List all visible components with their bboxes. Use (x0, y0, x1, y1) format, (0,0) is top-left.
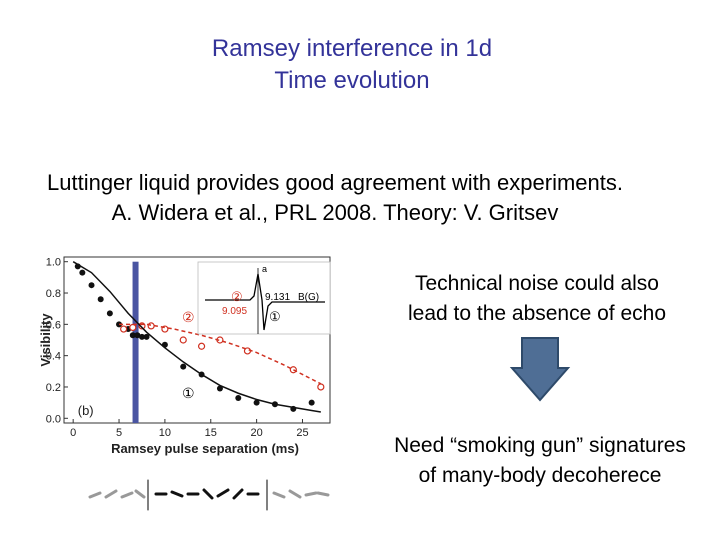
inset-label: 9.131 (265, 292, 290, 303)
inset-label: ② (231, 289, 243, 304)
fit-line (119, 323, 322, 385)
data-point (216, 385, 223, 392)
x-tick-label: 15 (205, 427, 217, 439)
x-tick-label: 20 (250, 427, 262, 439)
y-tick-label: 0.0 (46, 413, 61, 425)
y-tick-label: 0.4 (46, 351, 61, 363)
inset-label: ① (269, 309, 281, 324)
subtitle: Time evolution (274, 67, 429, 94)
data-point (138, 333, 145, 340)
fit-line (72, 261, 321, 413)
data-point (289, 366, 297, 374)
x-tick-label: 0 (70, 427, 76, 439)
inset-label: B(G) (298, 292, 319, 303)
data-point (120, 325, 128, 333)
data-point (79, 269, 86, 276)
y-axis-label: Visibility (38, 313, 53, 367)
highlight-bar (132, 261, 139, 423)
y-tick-label: 0.8 (46, 288, 61, 300)
x-axis-label: Ramsey pulse separation (ms) (111, 441, 299, 456)
inset-label: a (262, 264, 267, 274)
spin-row (88, 479, 330, 511)
down-arrow (509, 337, 571, 402)
y-tick-label: 0.6 (46, 319, 61, 331)
plot-marker: ② (182, 309, 195, 325)
body-line: A. Widera et al., PRL 2008. Theory: V. G… (112, 200, 559, 225)
data-point (134, 332, 141, 339)
data-point (197, 342, 206, 350)
data-point (308, 399, 315, 406)
data-point (143, 333, 150, 340)
body-line: Luttinger liquid provides good agreement… (47, 170, 623, 195)
data-point (106, 310, 113, 317)
x-tick-label: 5 (116, 427, 122, 439)
data-point (147, 322, 155, 330)
plot-frame (63, 256, 331, 424)
inset-label: 9.095 (222, 306, 247, 317)
note-line: lead to the absence of echo (408, 302, 666, 325)
data-point (253, 399, 260, 406)
x-tick-label: 10 (159, 427, 171, 439)
conclusion-line: Need “smoking gun” signatures (394, 434, 686, 457)
inset-curve (205, 273, 325, 331)
plot-marker: ① (182, 385, 195, 401)
note-line: Technical noise could also (415, 272, 659, 295)
data-point (180, 363, 187, 370)
y-tick-label: 1.0 (46, 257, 61, 269)
data-point (129, 323, 137, 332)
data-point (317, 383, 325, 391)
data-point (97, 296, 104, 303)
conclusion-line: of many-body decoherece (419, 464, 662, 487)
x-tick-label: 25 (296, 427, 308, 439)
spins-middle (154, 488, 260, 500)
data-point (179, 336, 187, 344)
data-point (88, 282, 95, 289)
plot: 0.0 0.2 0.4 0.6 0.8 1.0 0 5 10 15 20 25 Ramsey pulse… (38, 256, 331, 456)
y-tick-label: 0.2 (46, 382, 61, 394)
data-point (235, 394, 242, 401)
data-point (129, 332, 136, 339)
spins-left (88, 489, 330, 499)
title: Ramsey interference in 1d (212, 35, 492, 62)
inset: a B(G) 9.131 9.095 ② ① (197, 261, 331, 335)
panel-label: (b) (78, 403, 94, 418)
